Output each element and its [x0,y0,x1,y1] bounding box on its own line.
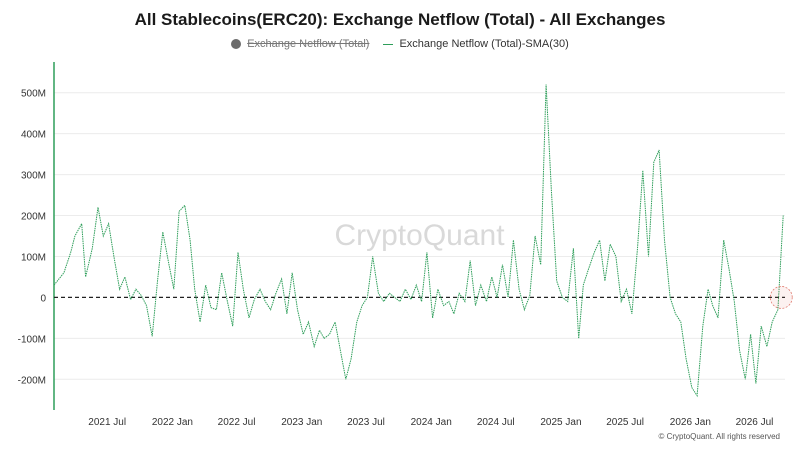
legend-item-netflow[interactable]: Exchange Netflow (Total) [231,38,369,50]
legend-label-sma: Exchange Netflow (Total)-SMA(30) [399,38,569,50]
y-tick-label: 200M [21,212,46,223]
x-tick-label: 2025 Jul [606,417,644,428]
x-tick-label: 2026 Jul [736,417,774,428]
x-tick-label: 2022 Jul [218,417,256,428]
x-tick-label: 2021 Jul [88,417,126,428]
last-value-highlight[interactable] [769,286,793,309]
legend-dot-icon [231,39,242,49]
y-tick-label: -200M [18,375,46,386]
y-tick-label: 400M [21,130,46,141]
x-tick-label: 2024 Jul [477,417,515,428]
y-tick-label: 500M [21,89,46,100]
y-tick-label: -100M [18,334,46,345]
x-tick-label: 2022 Jan [152,417,193,428]
series-line-sma30 [53,84,784,398]
y-tick-label: 0 [40,293,46,304]
x-tick-label: 2025 Jan [540,417,581,428]
legend-line-icon [383,43,394,45]
copyright-notice: © CryptoQuant. All rights reserved [658,432,781,441]
chart-title: All Stablecoins(ERC20): Exchange Netflow… [134,10,666,29]
x-axis-labels: 2021 Jul 2022 Jan 2022 Jul 2023 Jan 2023 Jul… [88,417,773,428]
y-axis-labels: 500M 400M 300M 200M 100M 0 -100M -200M [18,89,47,387]
legend: Exchange Netflow (Total) Exchange Netflo… [0,38,800,50]
x-tick-label: 2023 Jul [347,417,385,428]
watermark-text: CryptoQuant [334,219,505,252]
legend-item-sma[interactable]: Exchange Netflow (Total)-SMA(30) [383,38,569,50]
legend-label-netflow: Exchange Netflow (Total) [247,38,370,50]
y-tick-label: 300M [21,171,46,182]
x-tick-label: 2026 Jan [670,417,711,428]
x-tick-label: 2023 Jan [281,417,322,428]
x-tick-label: 2024 Jan [411,417,452,428]
y-tick-label: 100M [21,252,46,263]
